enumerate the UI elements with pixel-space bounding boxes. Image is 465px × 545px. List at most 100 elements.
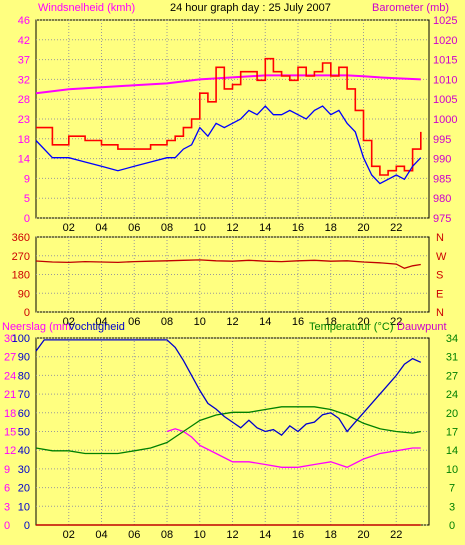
x-tick-label: 12 — [226, 316, 238, 328]
wind-axis-title: Windsnelheid (kmh) — [38, 2, 135, 14]
rain-tick-label: 0 — [4, 520, 10, 532]
humidity-tick-label: 70 — [18, 389, 30, 401]
barometer-tick-label: 1025 — [433, 15, 457, 27]
wind-tick-label: 46 — [18, 15, 30, 27]
barometer-axis-title: Barometer (mb) — [372, 2, 449, 14]
x-tick-label: 22 — [390, 529, 402, 541]
x-tick-label: 10 — [194, 222, 206, 234]
humidity-line — [35, 339, 422, 437]
temperature-line — [35, 406, 421, 455]
temperature-tick-label: 14 — [446, 445, 458, 457]
direction-tick-label: 180 — [12, 270, 30, 282]
compass-label: N — [436, 307, 444, 319]
barometer-tick-label: 975 — [433, 213, 451, 225]
rain-axis-title: Neerslag (mm — [2, 321, 71, 333]
temperature-tick-label: 0 — [449, 520, 455, 532]
compass-label: N — [436, 232, 444, 244]
wind-tick-label: 14 — [18, 154, 30, 166]
humidity-tick-label: 30 — [18, 464, 30, 476]
barometer-tick-label: 995 — [433, 134, 451, 146]
temperature-tick-label: 34 — [446, 333, 458, 345]
x-tick-label: 10 — [194, 529, 206, 541]
x-tick-label: 14 — [259, 222, 271, 234]
x-tick-label: 16 — [292, 222, 304, 234]
wind-gust-line — [36, 57, 422, 176]
direction-tick-label: 0 — [24, 307, 30, 319]
x-tick-label: 02 — [63, 316, 75, 328]
temperature-tick-label: 27 — [446, 370, 458, 382]
wind-tick-label: 32 — [18, 74, 30, 86]
x-tick-label: 06 — [128, 222, 140, 234]
humidity-tick-label: 20 — [18, 483, 30, 495]
temperature-tick-label: 17 — [446, 427, 458, 439]
rain-tick-label: 21 — [4, 389, 16, 401]
barometer-tick-label: 990 — [433, 154, 451, 166]
humidity-tick-label: 80 — [18, 370, 30, 382]
direction-tick-label: 360 — [12, 232, 30, 244]
chart-title: 24 hour graph day : 25 July 2007 — [170, 2, 331, 14]
wind-tick-label: 0 — [24, 213, 30, 225]
barometer-tick-label: 1015 — [433, 55, 457, 67]
temperature-tick-label: 24 — [446, 389, 458, 401]
wind-tick-label: 18 — [18, 134, 30, 146]
x-tick-label: 20 — [357, 316, 369, 328]
wind-direction-line — [35, 259, 421, 269]
wind-tick-label: 42 — [18, 35, 30, 47]
x-tick-label: 16 — [292, 316, 304, 328]
rain-tick-label: 30 — [4, 333, 16, 345]
humidity-tick-label: 90 — [18, 352, 30, 364]
x-tick-label: 08 — [161, 316, 173, 328]
x-tick-label: 12 — [226, 529, 238, 541]
x-tick-label: 22 — [390, 316, 402, 328]
humidity-tick-label: 0 — [24, 520, 30, 532]
x-tick-label: 14 — [259, 529, 271, 541]
rain-tick-label: 24 — [4, 370, 16, 382]
direction-tick-label: 270 — [12, 251, 30, 263]
humidity-tick-label: 50 — [18, 427, 30, 439]
rain-tick-label: 15 — [4, 427, 16, 439]
wind-speed-line — [35, 105, 422, 185]
x-tick-label: 08 — [161, 222, 173, 234]
x-tick-label: 10 — [194, 316, 206, 328]
dewpoint-axis-title: Dauwpunt — [397, 321, 447, 333]
compass-label: S — [436, 270, 443, 282]
wind-tick-label: 5 — [24, 193, 30, 205]
x-tick-label: 18 — [325, 529, 337, 541]
x-tick-label: 04 — [95, 316, 107, 328]
x-tick-label: 06 — [128, 529, 140, 541]
x-tick-label: 22 — [390, 222, 402, 234]
x-tick-label: 12 — [226, 222, 238, 234]
compass-label: W — [436, 251, 447, 263]
wind-tick-label: 37 — [18, 55, 30, 67]
rain-tick-label: 27 — [4, 352, 16, 364]
barometer-tick-label: 980 — [433, 193, 451, 205]
rain-tick-label: 18 — [4, 408, 16, 420]
rain-tick-label: 9 — [4, 464, 10, 476]
humidity-tick-label: 10 — [18, 501, 30, 513]
x-tick-label: 02 — [63, 529, 75, 541]
wind-tick-label: 28 — [18, 94, 30, 106]
humidity-tick-label: 60 — [18, 408, 30, 420]
x-tick-label: 02 — [63, 222, 75, 234]
humidity-tick-label: 40 — [18, 445, 30, 457]
x-tick-label: 18 — [325, 222, 337, 234]
barometer-tick-label: 1005 — [433, 94, 457, 106]
x-tick-label: 14 — [259, 316, 271, 328]
temperature-axis-title: Temperatuur (°C) — [309, 321, 393, 333]
temperature-tick-label: 31 — [446, 352, 458, 364]
barometer-tick-label: 1000 — [433, 114, 457, 126]
rain-tick-label: 6 — [4, 483, 10, 495]
barometer-tick-label: 1020 — [433, 35, 457, 47]
x-tick-label: 20 — [357, 529, 369, 541]
rain-tick-label: 12 — [4, 445, 16, 457]
wind-tick-label: 9 — [24, 173, 30, 185]
x-tick-label: 16 — [292, 529, 304, 541]
direction-tick-label: 90 — [18, 288, 30, 300]
x-tick-label: 08 — [161, 529, 173, 541]
temperature-tick-label: 7 — [449, 483, 455, 495]
temperature-tick-label: 10 — [446, 464, 458, 476]
x-tick-label: 20 — [357, 222, 369, 234]
x-tick-label: 06 — [128, 316, 140, 328]
